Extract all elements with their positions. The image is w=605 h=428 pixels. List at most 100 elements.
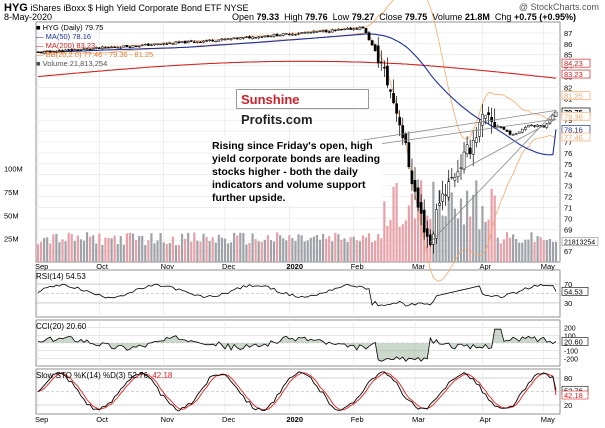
volume-bar (392, 186, 395, 262)
candle-body (242, 37, 245, 39)
candle-body (205, 40, 208, 42)
price-tick-label: 86 (564, 40, 572, 49)
candle-body (383, 67, 386, 69)
price-tick-label: 76 (564, 149, 572, 158)
candle-body (196, 41, 199, 43)
volume-bar (410, 193, 414, 262)
volume-bar (325, 238, 328, 262)
volume-bar (236, 235, 239, 262)
candle-body (101, 46, 104, 49)
volume-bar (398, 226, 401, 262)
volume-bar (499, 243, 502, 262)
candle-body (278, 34, 282, 37)
volume-bar (190, 241, 193, 262)
candle-body (91, 48, 95, 50)
candle-body (471, 140, 475, 155)
watermark: @ StockCharts.com (518, 2, 599, 12)
month-label: May (541, 262, 555, 271)
volume-bar (508, 237, 512, 262)
volume-bar (147, 240, 150, 262)
volume-bar (153, 243, 156, 262)
candle-body (508, 130, 512, 135)
volume-bar (312, 236, 315, 262)
volume-bar (487, 219, 490, 262)
candle-body (116, 47, 120, 49)
volume-bar (536, 236, 539, 262)
legend-price: ■ HYG (Daily) 79.75 (36, 23, 104, 32)
candle-body (51, 51, 55, 53)
volume-bar (321, 234, 325, 262)
candle-body (217, 39, 221, 42)
volume-bar (515, 238, 518, 262)
fund-name: iShares iBoxx $ High Yield Corporate Bon… (30, 3, 222, 13)
candle-body (401, 125, 405, 139)
volume-tick-label: 100M (4, 165, 23, 174)
candle-body (140, 44, 144, 47)
candle-body (465, 144, 469, 155)
volume-bar (67, 232, 70, 262)
volume-bar (505, 232, 509, 262)
volume-bar (481, 205, 484, 262)
candle-body (208, 39, 211, 41)
candle-body (245, 36, 248, 39)
volume-bar (76, 235, 79, 262)
volume-bar (511, 234, 515, 262)
volume-bar (101, 244, 104, 262)
trend-line-b (460, 118, 557, 171)
chart-header: HYG iShares iBoxx $ High Yield Corporate… (4, 2, 249, 14)
month-label-bottom: May (541, 415, 555, 424)
volume-bar (269, 240, 273, 262)
candle-body (450, 176, 454, 179)
candle-body (82, 48, 86, 50)
price-tick-label: 69 (564, 225, 572, 234)
volume-bar (245, 244, 248, 262)
candle-body (73, 49, 77, 51)
rsi-tick-label: 30 (564, 299, 572, 308)
volume-bar (162, 242, 165, 262)
candle-body (312, 30, 316, 33)
volume-bar (55, 233, 58, 262)
sto-k-line (37, 371, 557, 412)
trend-line-a (430, 110, 557, 243)
volume-bar (205, 237, 208, 262)
volume-bar (285, 240, 288, 262)
volume-bar (116, 243, 119, 262)
volume-bar (257, 241, 260, 262)
candle-body (79, 49, 83, 51)
sto-d-line (37, 372, 557, 411)
volume-bar (70, 233, 73, 262)
sto-d-value-tag: 42.18 (564, 391, 583, 400)
candle-body (110, 46, 113, 49)
volume-bar (36, 244, 40, 262)
volume-bar (46, 237, 49, 262)
candle-body (327, 31, 331, 33)
candle-body (303, 32, 307, 34)
candle-body (257, 36, 261, 39)
candle-body (361, 26, 365, 29)
candle-body (55, 51, 58, 53)
volume-bar (469, 216, 472, 262)
candle-body (419, 202, 423, 214)
candle-body (425, 228, 429, 237)
candle-body (284, 33, 288, 35)
volume-bar (318, 239, 322, 262)
candle-body (67, 49, 71, 51)
volume-bar (554, 241, 558, 262)
candle-body (192, 41, 196, 43)
candle-body (183, 40, 187, 44)
volume-bar (272, 241, 276, 262)
month-label-bottom: Mar (412, 415, 425, 424)
candle-body (398, 116, 402, 126)
volume-bar (233, 232, 236, 262)
volume-bar (230, 242, 233, 262)
sto-tick-label: 20 (564, 401, 572, 410)
volume-bar (159, 233, 162, 262)
price-tick-label: 67 (564, 247, 572, 256)
volume-bar (524, 239, 527, 262)
candle-body (39, 51, 43, 54)
sto-tick-label: 80 (564, 374, 572, 383)
candle-body (459, 167, 463, 169)
price-tick-label: 72 (564, 193, 572, 202)
volume-bar (263, 239, 266, 262)
candle-body (291, 33, 294, 36)
